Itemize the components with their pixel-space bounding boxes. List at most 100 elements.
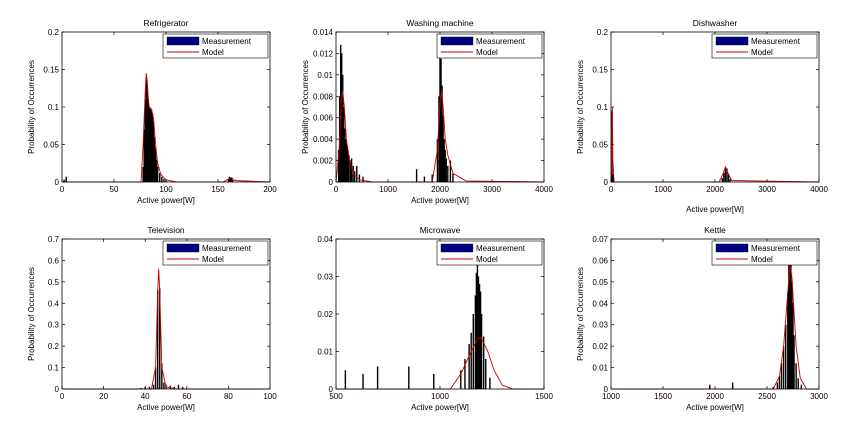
x-axis-label: Active power[W] [686,205,744,214]
measurement-bar [780,363,783,389]
measurement-bar [146,84,148,182]
measurement-bar [423,176,426,182]
measurement-bar [341,53,343,183]
chart-title: Washing machine [406,18,474,28]
x-tick-label: 2000 [706,185,724,194]
chart-title: Television [147,225,185,235]
measurement-bar [793,335,795,389]
y-tick-label: 0 [329,385,334,394]
measurement-bar [443,139,445,182]
x-tick-label: 1000 [654,185,672,194]
measurement-bar [227,179,230,182]
legend-entry-model: Model [751,48,773,57]
y-tick-label: 0.6 [48,256,60,265]
measurement-bar [343,107,345,182]
y-axis-label: Probability of Occurrences [576,60,585,154]
x-tick-label: 150 [211,185,225,194]
measurement-bar [348,155,350,182]
measurement-bar [797,378,799,389]
x-tick-label: 40 [141,392,150,401]
chart-panel: 500 1000 1500 0 0.01 0.02 0.03 0.04 Microwave Act… [317,225,553,412]
measurement-bar [788,264,790,389]
x-tick-label: 2000 [706,392,724,401]
measurement-bar [173,386,176,389]
measurement-bar [478,284,481,389]
y-tick-label: 0.006 [313,114,334,123]
legend: Measurement Model [436,33,543,59]
x-tick-label: 50 [110,185,119,194]
measurement-bar [782,346,785,389]
x-tick-label: 2000 [431,185,449,194]
measurement-bar [350,158,353,182]
measurement-bar [154,148,157,182]
measurement-bar [181,386,184,389]
measurement-bar [345,139,347,182]
legend-entry-model: Model [476,48,498,57]
x-axis-label: Active power[W] [411,403,469,412]
x-tick-label: 20 [99,392,108,401]
measurement-bar [475,272,478,389]
x-tick-label: 4000 [535,185,553,194]
y-tick-label: 0.05 [592,278,608,287]
chart-panel: 0 1000 2000 3000 4000 0 0.002 0.004 0.006 0.008 0.… [301,18,553,205]
measurement-bar [485,359,487,389]
x-axis-label: Active power[W] [686,403,744,412]
y-tick-label: 0 [604,178,609,187]
measurement-bar [342,74,344,182]
x-axis-label: Active power[W] [137,403,195,412]
measurement-bar [795,363,797,389]
measurement-bar [439,55,441,182]
measurement-bar [163,179,165,182]
y-tick-label: 0.1 [48,103,60,112]
measurement-bar [729,179,731,182]
legend-entry-model: Model [202,48,224,57]
y-tick-label: 0 [329,178,334,187]
measurement-bar [229,177,232,182]
measurement-bar [344,128,346,182]
measurement-bar [177,384,180,389]
axes-box [61,238,271,390]
measurement-bar [354,171,356,182]
y-tick-label: 0.05 [43,141,59,150]
measurement-bar [159,173,161,182]
model-line [62,73,271,183]
measurement-bar [65,176,67,182]
legend: Measurement Model [162,240,269,266]
y-tick-label: 0.004 [313,135,334,144]
x-tick-label: 0 [334,185,339,194]
y-tick-label: 0.2 [597,28,609,37]
measurement-bar [449,160,452,182]
x-axis-label: Active power[W] [411,196,469,205]
measurement-bar [479,291,482,389]
chart-title: Kettle [704,225,726,235]
measurement-bar [787,292,789,389]
measurement-bar [149,108,152,182]
measurement-bar [477,276,480,389]
measurement-bar [230,178,233,182]
measurement-bar [438,96,440,182]
legend-swatch-measurement [166,243,200,253]
measurement-bar [772,386,774,389]
legend: Measurement Model [711,240,818,266]
measurement-bar [778,376,781,389]
x-tick-label: 200 [263,185,277,194]
measurement-bar [408,366,410,389]
measurement-bar [468,344,470,389]
measurement-bar [347,149,349,182]
measurement-bar [163,382,165,389]
legend-entry-measurement: Measurement [476,37,526,46]
y-tick-label: 0.012 [313,49,334,58]
measurement-bar [147,99,150,182]
measurement-bar [442,115,444,182]
y-tick-label: 0.05 [592,141,608,150]
measurement-bar [790,260,792,389]
measurement-bar [724,167,727,182]
measurement-bar [144,99,146,182]
x-tick-label: 1000 [602,392,620,401]
y-tick-label: 0.15 [43,66,59,75]
measurement-bar [159,288,161,389]
measurement-bar [346,144,348,182]
y-axis-label: Probability of Occurrences [576,267,585,361]
measurement-bar [480,314,483,389]
x-tick-label: 0 [60,392,65,401]
